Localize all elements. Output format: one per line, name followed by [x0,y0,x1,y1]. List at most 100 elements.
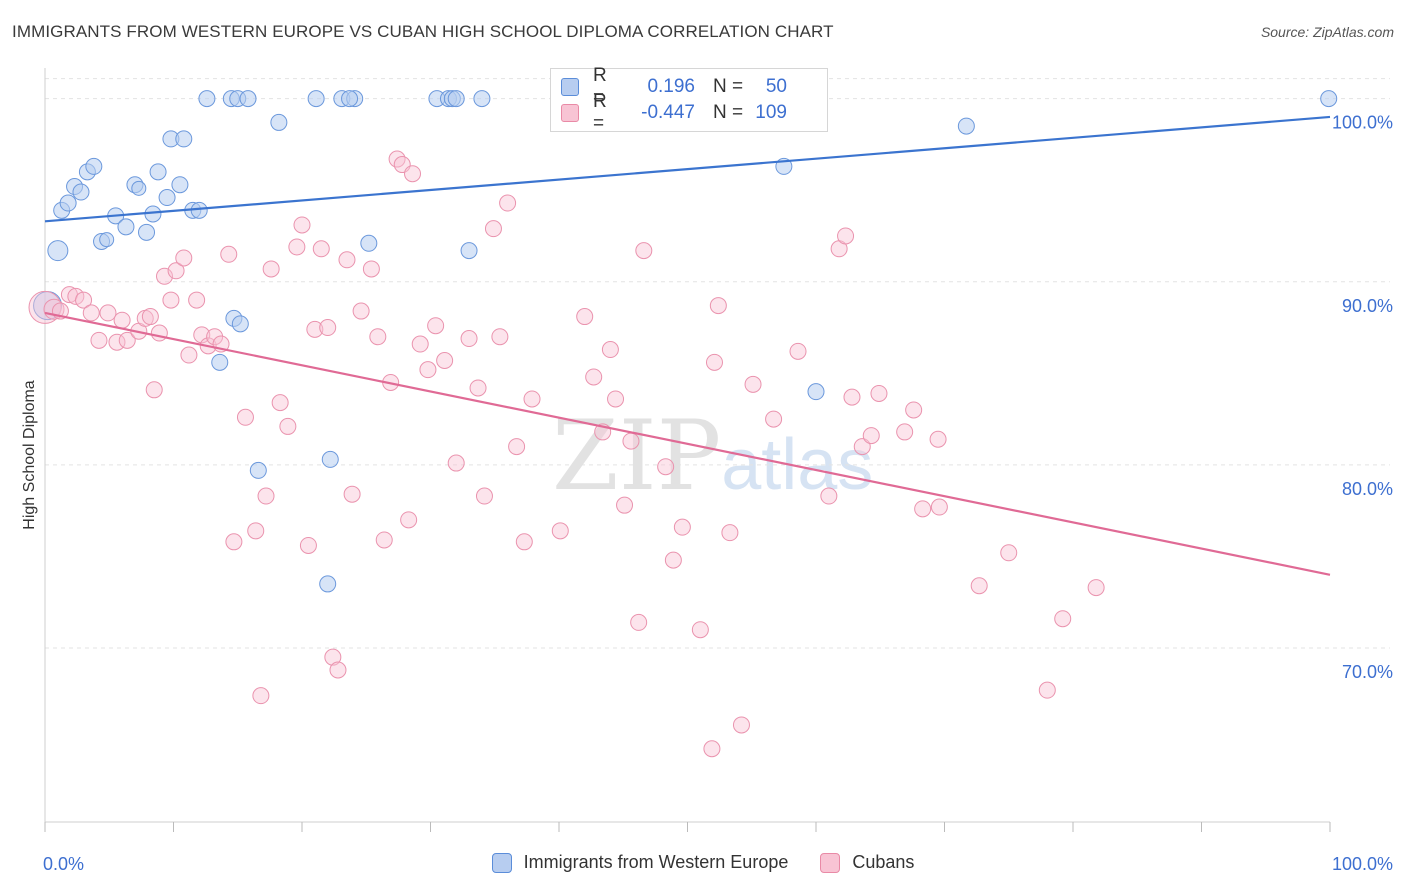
point-western-europe [1320,90,1338,108]
point-cuban [499,194,517,212]
legend-r-label: R = [593,65,607,108]
point-cuban [113,311,131,329]
point-cuban [193,326,211,344]
point-western-europe [47,240,69,262]
y-tick-label: 70.0% [1342,662,1393,682]
point-western-europe [307,90,325,108]
legend-row-cubans: R = -0.447 N = 109 [561,91,787,134]
point-cuban [929,430,947,448]
point-western-europe [138,223,156,241]
point-cuban [362,260,380,278]
point-cuban [257,487,275,505]
point-western-europe [460,242,478,260]
point-cuban [90,331,108,349]
point-cuban [436,352,454,370]
point-cuban [601,341,619,359]
point-cuban [744,375,762,393]
chart-title: IMMIGRANTS FROM WESTERN EUROPE VS CUBAN … [12,22,834,41]
point-cuban [167,262,185,280]
point-cuban [108,333,126,351]
point-western-europe [807,383,825,401]
point-cuban [551,522,569,540]
point-cuban [343,485,361,503]
point-cuban [870,384,888,402]
point-western-europe [99,232,115,248]
point-western-europe [473,90,491,108]
point-cuban [789,342,807,360]
point-cuban [914,500,932,518]
point-western-europe [360,234,378,252]
point-western-europe [270,113,288,131]
point-cuban [162,291,180,309]
point-western-europe [249,461,267,479]
point-cuban [288,238,306,256]
point-cuban [523,390,541,408]
legend-n-label: N = [713,76,744,97]
point-cuban [1087,579,1105,597]
point-cuban [180,346,198,364]
point-cuban [319,319,337,337]
point-cuban [657,458,675,476]
point-cuban [75,291,93,309]
point-cuban [375,531,393,549]
point-cuban [862,427,880,445]
point-cuban [469,379,487,397]
point-cuban [67,287,85,305]
point-western-europe [117,218,135,236]
point-cuban [82,304,100,322]
point-cuban [236,408,254,426]
legend-row-western-europe: R = 0.196 N = 50 [561,65,787,108]
point-cuban [622,432,640,450]
point-cuban [732,716,750,734]
point-cuban [247,522,265,540]
point-cuban [447,454,465,472]
point-cuban [312,240,330,258]
point-cuban [607,390,625,408]
source-credit: Source: ZipAtlas.com [1260,24,1394,40]
point-cuban [635,242,653,260]
point-western-europe [171,176,189,194]
point-cuban [576,308,594,326]
point-cuban [293,216,311,234]
point-western-europe [211,353,229,371]
point-cuban [721,524,739,542]
legend-n-label: N = [713,102,744,123]
point-cuban [404,165,422,183]
point-cuban [175,249,193,267]
point-cuban [896,423,914,441]
point-cuban [765,410,783,428]
point-cuban [460,330,478,348]
point-western-europe [198,90,216,108]
point-cuban [930,498,948,516]
point-cuban [118,331,136,349]
point-western-europe [158,189,176,207]
point-cuban [484,220,502,238]
legend-r-value: 0.196 [647,76,695,97]
point-cuban [369,328,387,346]
point-western-europe [321,450,339,468]
y-tick-label: 90.0% [1342,296,1393,316]
point-cuban [1054,610,1072,628]
point-cuban [905,401,923,419]
watermark-zip: ZIP [552,400,722,512]
x-tick-label: 0.0% [43,854,84,874]
point-cuban [709,297,727,315]
point-cuban [419,361,437,379]
point-cuban [843,388,861,406]
legend-label-cubans: Cubans [852,852,915,872]
legend-item-cubans: Cubans [820,852,914,873]
point-cuban [970,577,988,595]
point-cuban [411,335,429,353]
legend-swatch-blue [561,78,579,96]
point-cuban [585,368,603,386]
point-cuban [1000,544,1018,562]
point-cuban [188,291,206,309]
point-cuban [853,438,871,456]
point-cuban [329,661,347,679]
point-western-europe [85,157,103,175]
point-western-europe [319,575,337,593]
legend-r-label: R = [593,91,607,134]
point-cuban [475,487,493,505]
point-cuban [630,613,648,631]
